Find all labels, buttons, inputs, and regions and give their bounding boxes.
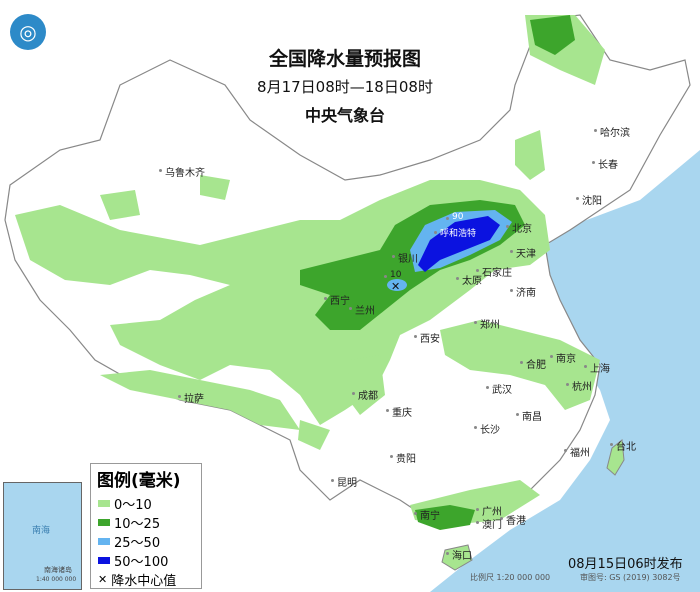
legend-swatch: [98, 557, 110, 564]
center-value-90: 90: [445, 212, 464, 222]
city-label: 合肥: [520, 356, 546, 371]
map-scale: 比例尺 1:20 000 000: [470, 573, 551, 582]
city-label: 沈阳: [576, 192, 602, 207]
city-label: 天津: [510, 245, 536, 260]
city-label: 长沙: [474, 421, 500, 436]
city-label: 昆明: [331, 474, 357, 489]
city-label: 南昌: [516, 408, 542, 423]
center-value-10: 10: [383, 270, 402, 280]
legend-swatch: [98, 519, 110, 526]
taiwan: [606, 439, 625, 476]
city-label: 澳门: [476, 516, 502, 531]
city-label: 乌鲁木齐: [159, 164, 205, 179]
legend-label: 0～10: [114, 498, 152, 513]
inset-scale: 1:40 000 000: [36, 576, 77, 583]
legend-swatch: [98, 500, 110, 507]
city-label: 西安: [414, 330, 440, 345]
issue-time: 08月15日06时发布: [568, 557, 683, 572]
map-title: 全国降水量预报图: [268, 48, 421, 70]
inset-islands-label: 南海诸岛: [44, 566, 72, 574]
legend-title: 图例(毫米): [97, 471, 181, 491]
city-label: 拉萨: [178, 390, 204, 405]
city-label: 兰州: [349, 302, 375, 317]
legend-item: 0～10: [98, 494, 201, 513]
city-label: 南京: [550, 350, 576, 365]
city-label: 西宁: [324, 292, 350, 307]
city-label: 武汉: [486, 381, 512, 396]
city-label: 福州: [564, 444, 590, 459]
cma-logo: ◎: [10, 14, 46, 50]
city-label: 重庆: [386, 404, 412, 419]
city-label: 南宁: [414, 507, 440, 522]
city-label: 广州: [476, 503, 502, 518]
city-label: 银川: [392, 250, 418, 265]
rain-50-100: [418, 216, 500, 272]
legend-label: 25～50: [114, 536, 161, 551]
issuer: 中央气象台: [304, 106, 385, 125]
legend-label: 10～25: [114, 517, 161, 532]
city-label: 上海: [584, 360, 610, 375]
cross-icon: ✕: [98, 573, 108, 586]
legend-item: 10～25: [98, 513, 201, 532]
city-label: 郑州: [474, 316, 500, 331]
map-approval-number: 审图号: GS (2019) 3082号: [580, 573, 681, 582]
city-label: 太原: [456, 272, 482, 287]
city-label: 哈尔滨: [594, 124, 630, 139]
city-label: 长春: [592, 156, 618, 171]
city-label: 呼和浩特: [433, 226, 476, 239]
forecast-period: 8月17日08时—18日08时: [257, 78, 433, 96]
legend-swatch: [98, 538, 110, 545]
city-label: 北京: [506, 220, 532, 235]
legend-item: 50～100: [98, 551, 201, 570]
legend-label: 50～100: [114, 555, 169, 570]
city-label: 杭州: [566, 378, 592, 393]
legend-item: ✕ 降水中心值: [98, 570, 201, 589]
sea: [430, 150, 700, 592]
city-label: 石家庄: [476, 264, 512, 279]
city-label: 成都: [352, 387, 378, 402]
south-china-sea-inset: 南海 南海诸岛 1:40 000 000: [3, 482, 82, 590]
legend-label: 降水中心值: [111, 574, 177, 589]
city-label: 济南: [510, 284, 536, 299]
inset-sea-label: 南海: [32, 526, 51, 536]
city-label: 海口: [446, 547, 472, 562]
legend-item: 25～50: [98, 532, 201, 551]
hainan: [441, 544, 473, 571]
legend: 图例(毫米) 0～10 10～25 25～50 50～100 ✕ 降水中心值: [90, 463, 202, 589]
city-label: 香港: [500, 512, 526, 527]
city-label: 贵阳: [390, 450, 416, 465]
city-label: 台北: [610, 438, 636, 453]
rain-center-marker: ✕: [391, 280, 400, 293]
